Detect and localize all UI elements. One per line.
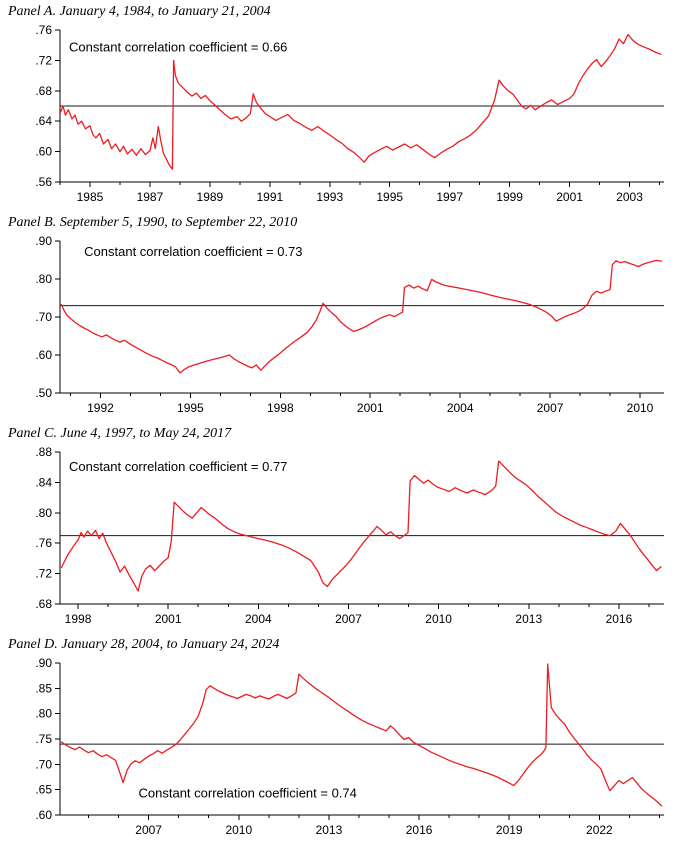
panel-a-title: Panel A. January 4, 1984, to January 21,… [8, 4, 271, 19]
svg-text:2010: 2010 [425, 612, 452, 626]
panel-d: Panel D. January 28, 2004, to January 24… [0, 637, 673, 848]
svg-text:1992: 1992 [87, 401, 114, 415]
svg-text:.75: .75 [35, 732, 52, 746]
panel-d-chart: .60 .65 .70 .75 .80 .85 .90 2007 2010 2013 2016 201… [35, 656, 664, 837]
svg-text:.68: .68 [35, 597, 52, 611]
svg-text:2007: 2007 [537, 401, 564, 415]
svg-text:1995: 1995 [376, 190, 403, 204]
svg-text:1998: 1998 [267, 401, 294, 415]
svg-text:2016: 2016 [406, 823, 433, 837]
svg-text:Constant correlation coefficie: Constant correlation coefficient = 0.77 [69, 459, 287, 474]
svg-text:2019: 2019 [496, 823, 523, 837]
svg-text:2010: 2010 [627, 401, 654, 415]
svg-text:.56: .56 [35, 175, 52, 189]
svg-text:.80: .80 [35, 272, 52, 286]
panel-a-chart: .56 .60 .64 .68 .72 .76 1985 1987 1989 1991 1993 19… [35, 23, 664, 204]
svg-text:2004: 2004 [447, 401, 474, 415]
svg-text:.85: .85 [35, 681, 52, 695]
svg-text:1991: 1991 [256, 190, 283, 204]
svg-text:.90: .90 [35, 234, 52, 248]
svg-text:2016: 2016 [606, 612, 633, 626]
svg-text:2007: 2007 [135, 823, 162, 837]
panel-a: Panel A. January 4, 1984, to January 21,… [0, 4, 673, 215]
svg-text:.65: .65 [35, 783, 52, 797]
panel-b: Panel B. September 5, 1990, to September… [0, 215, 673, 426]
svg-text:Constant correlation coefficie: Constant correlation coefficient = 0.74 [139, 786, 357, 801]
svg-text:.72: .72 [35, 567, 52, 581]
svg-text:2001: 2001 [155, 612, 182, 626]
svg-text:2004: 2004 [245, 612, 272, 626]
svg-text:1985: 1985 [77, 190, 104, 204]
panel-c-chart: .68 .72 .76 .80 .84 .88 1998 2001 2004 2007 2010 20… [35, 445, 664, 626]
panel-c-title: Panel C. June 4, 1997, to May 24, 2017 [8, 426, 232, 441]
svg-text:1995: 1995 [177, 401, 204, 415]
svg-text:2013: 2013 [316, 823, 343, 837]
svg-text:.80: .80 [35, 506, 52, 520]
svg-text:.60: .60 [35, 145, 52, 159]
svg-text:2022: 2022 [586, 823, 613, 837]
svg-text:.64: .64 [35, 114, 52, 128]
panel-d-title: Panel D. January 28, 2004, to January 24… [8, 637, 280, 652]
svg-text:2001: 2001 [556, 190, 583, 204]
svg-text:1999: 1999 [496, 190, 523, 204]
svg-text:Constant correlation coefficie: Constant correlation coefficient = 0.66 [69, 39, 287, 54]
svg-text:.50: .50 [35, 386, 52, 400]
svg-text:.60: .60 [35, 348, 52, 362]
svg-text:.76: .76 [35, 536, 52, 550]
svg-text:.72: .72 [35, 53, 52, 67]
svg-text:2003: 2003 [616, 190, 643, 204]
svg-text:.70: .70 [35, 310, 52, 324]
svg-text:1989: 1989 [197, 190, 224, 204]
svg-text:.80: .80 [35, 707, 52, 721]
svg-text:.60: .60 [35, 808, 52, 822]
svg-text:2010: 2010 [225, 823, 252, 837]
svg-text:2001: 2001 [357, 401, 384, 415]
panel-c: Panel C. June 4, 1997, to May 24, 2017 .… [0, 426, 673, 637]
svg-text:1987: 1987 [137, 190, 164, 204]
svg-text:1993: 1993 [316, 190, 343, 204]
panel-b-chart: .50 .60 .70 .80 .90 1992 1995 1998 2001 2004 2007 2… [35, 234, 664, 415]
svg-text:2013: 2013 [515, 612, 542, 626]
svg-text:Constant correlation coefficie: Constant correlation coefficient = 0.73 [84, 244, 302, 259]
svg-text:.70: .70 [35, 757, 52, 771]
svg-text:1997: 1997 [436, 190, 463, 204]
svg-text:1998: 1998 [65, 612, 92, 626]
svg-text:.90: .90 [35, 656, 52, 670]
svg-text:.84: .84 [35, 475, 52, 489]
svg-text:.76: .76 [35, 23, 52, 37]
svg-text:2007: 2007 [335, 612, 362, 626]
svg-text:.68: .68 [35, 84, 52, 98]
svg-text:.88: .88 [35, 445, 52, 459]
panel-b-title: Panel B. September 5, 1990, to September… [8, 215, 298, 230]
